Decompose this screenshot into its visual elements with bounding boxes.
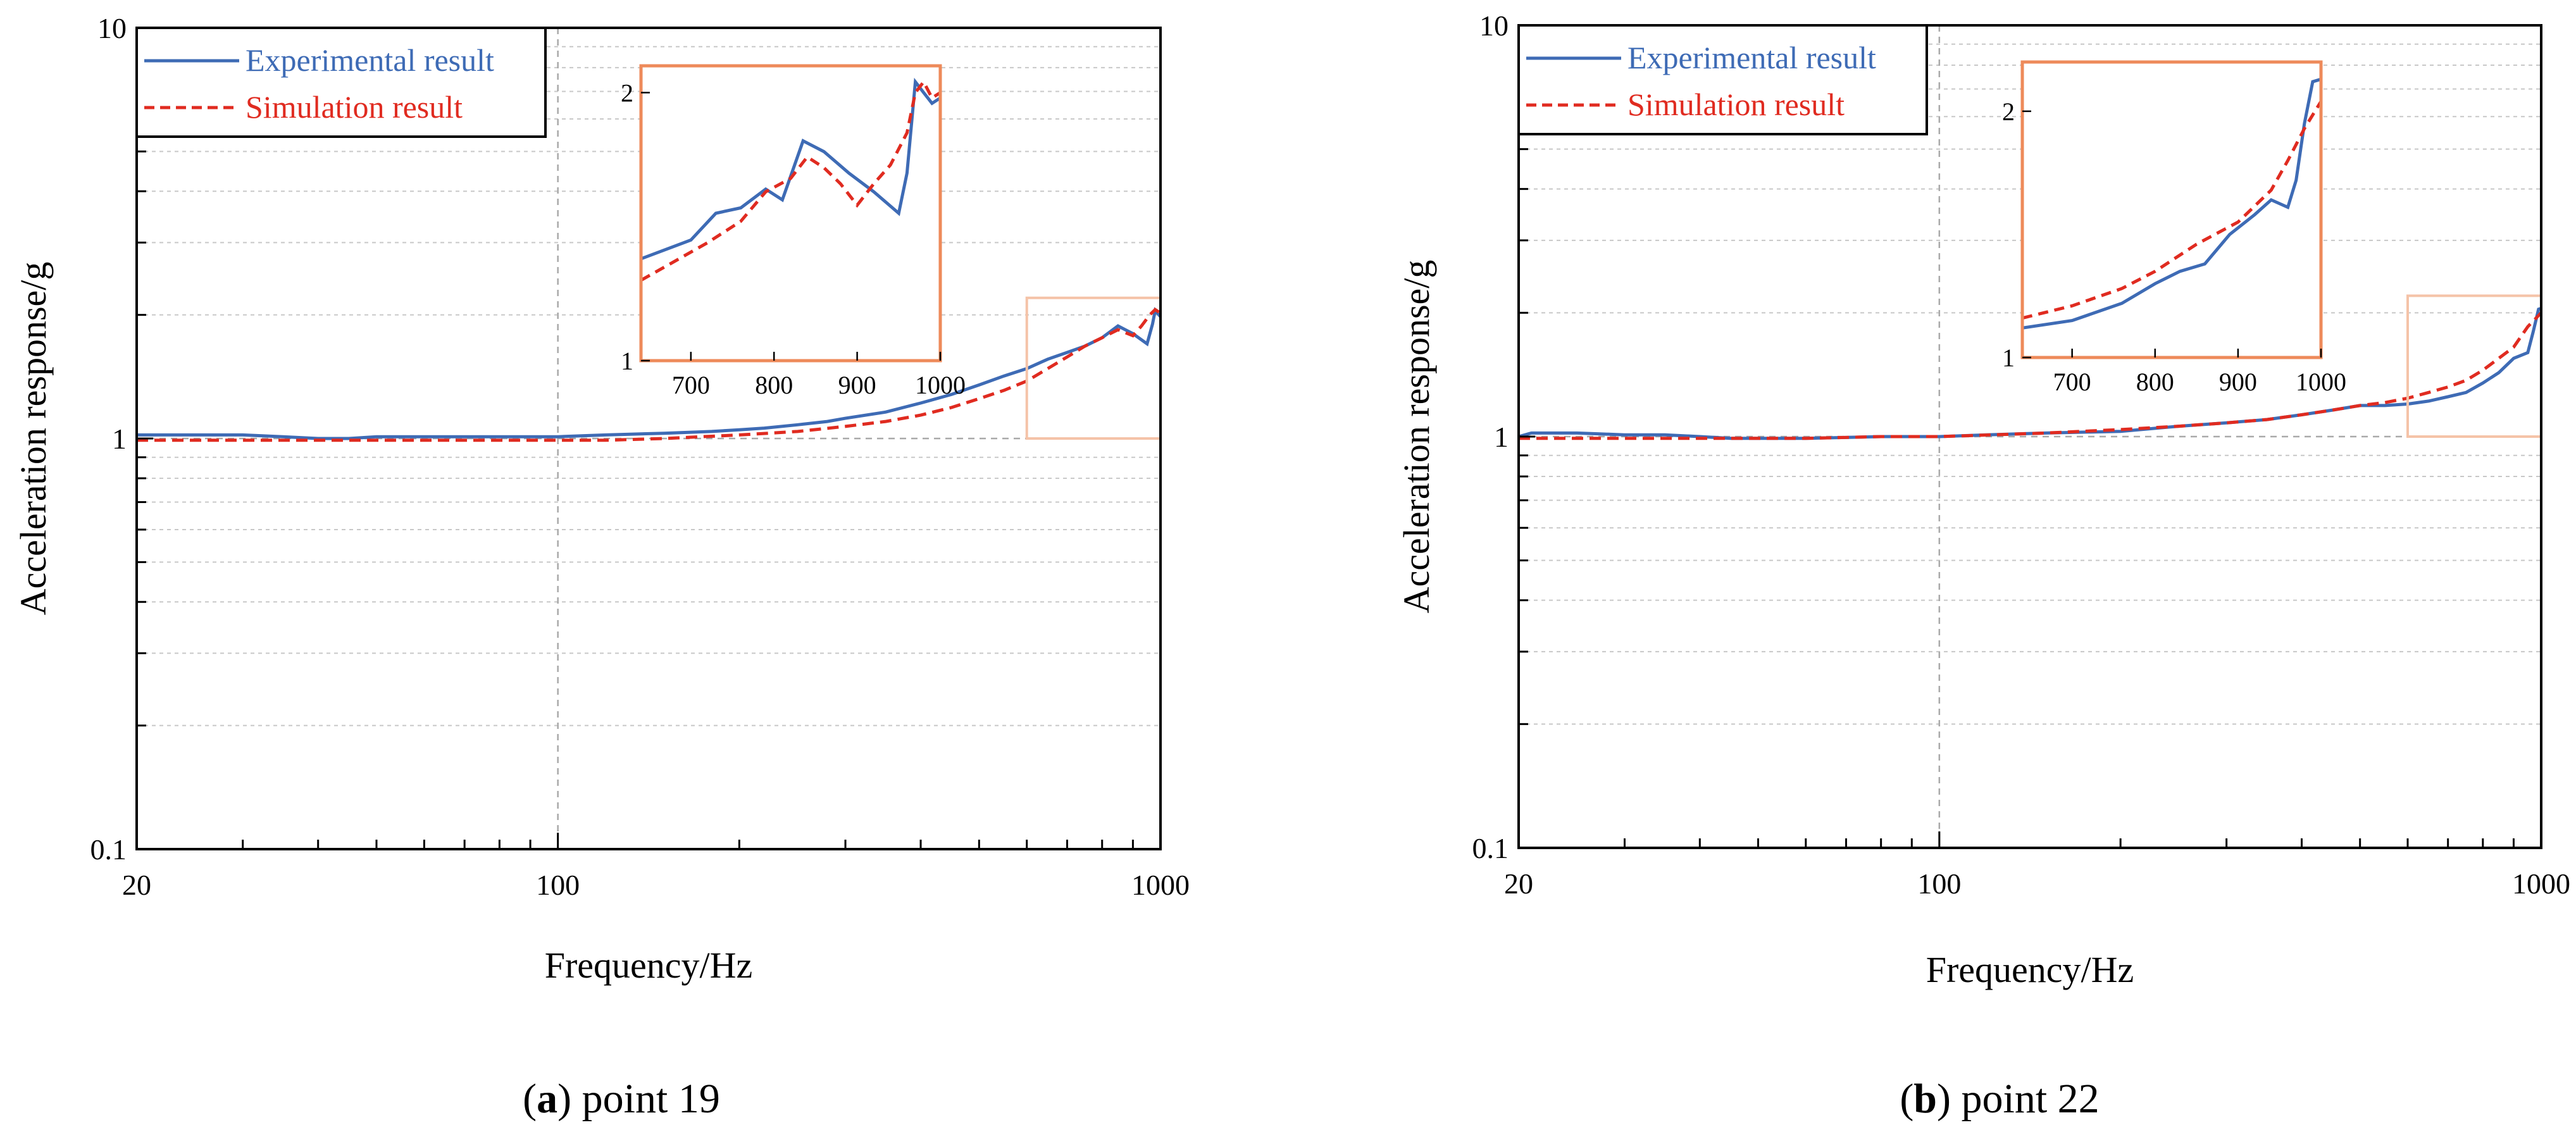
caption-text: point 22 [1951,1076,2100,1122]
x-axis-title: Frequency/Hz [1926,949,2134,990]
caption-letter: b [1913,1076,1937,1122]
caption-letter: a [537,1076,557,1122]
inset-y-tick-label: 2 [2002,97,2015,126]
y-tick-label: 10 [1479,9,1509,42]
simulation-result-line [137,308,1162,442]
y-axis-title: Acceleration response/g [13,262,54,616]
y-tick-label: 1 [1494,421,1509,453]
panel-caption: (b) point 22 [1900,1076,2099,1122]
legend-box [135,27,547,138]
panel-b: 20 100 1000 0.1 1 10 700 800 900 1000 1 2 Experime… [1396,9,2570,1122]
legend-simulation-label: Simulation result [1627,87,1845,122]
y-tick-label: 10 [97,12,127,44]
legend-box [1517,24,1928,135]
legend-experimental-label: Experimental result [1627,40,1876,75]
caption-text: point 19 [571,1076,720,1122]
series-layer [1518,307,2542,440]
inset-frame [639,64,942,363]
x-tick-label: 1000 [2512,867,2570,900]
zoom-region-box [1025,296,1162,440]
inset-axis-ticks: 700 800 900 1000 1 2 [2002,97,2346,396]
legend-experimental-label: Experimental result [246,42,494,78]
legend-simulation-label: Simulation result [246,89,463,125]
panel-caption: (a) point 19 [523,1076,720,1122]
caption-paren-open: ( [523,1076,537,1122]
inset-zoom-plot: 700 800 900 1000 1 2 [621,64,966,399]
inset-x-tick-label: 1000 [915,371,966,399]
inset-zoom-plot: 700 800 900 1000 1 2 [2002,60,2346,396]
axis-ticks: 20 100 1000 0.1 1 10 [1472,9,2571,900]
x-tick-label: 1000 [1131,869,1190,901]
inset-x-tick-label: 800 [755,371,793,399]
y-axis-title: Acceleration response/g [1396,260,1437,614]
inset-frame [2020,60,2323,359]
x-tick-label: 100 [536,869,580,901]
inset-x-tick-label: 900 [838,371,876,399]
x-tick-label: 20 [1504,867,1533,900]
inset-y-tick-label: 1 [2002,344,2015,372]
inset-axis-ticks: 700 800 900 1000 1 2 [621,78,966,399]
inset-y-tick-label: 1 [621,347,633,375]
y-tick-label: 0.1 [1472,832,1509,864]
simulation-result-line [1519,311,2542,440]
inset-x-tick-label: 700 [672,371,710,399]
experimental-result-line [137,307,1162,440]
inset-simulation-line [2022,100,2323,320]
inset-background [2022,62,2321,358]
zoom-region-box [2406,294,2543,438]
inset-x-tick-label: 700 [2053,368,2091,396]
legend: Experimental result Simulation result [135,27,547,138]
inset-x-tick-label: 800 [2136,368,2174,396]
y-tick-label: 0.1 [90,833,127,866]
inset-y-tick-label: 2 [621,78,633,107]
axis-ticks: 20 100 1000 0.1 1 10 [90,12,1190,901]
caption-paren-open: ( [1900,1076,1913,1122]
inset-simulation-line [640,78,942,282]
caption-paren-close: ) [557,1076,571,1122]
panel-a: 20 100 1000 0.1 1 10 700 800 900 1000 1 2 Experime… [13,12,1190,1122]
series-layer [137,307,1162,442]
inset-x-tick-label: 900 [2219,368,2257,396]
inset-x-tick-label: 1000 [2296,368,2346,396]
legend: Experimental result Simulation result [1517,24,1928,135]
x-tick-label: 100 [1917,867,1961,900]
x-axis-title: Frequency/Hz [545,945,753,986]
inset-background [641,66,940,361]
y-tick-label: 1 [112,423,127,455]
x-tick-label: 20 [122,869,151,901]
caption-paren-close: ) [1937,1076,1951,1122]
